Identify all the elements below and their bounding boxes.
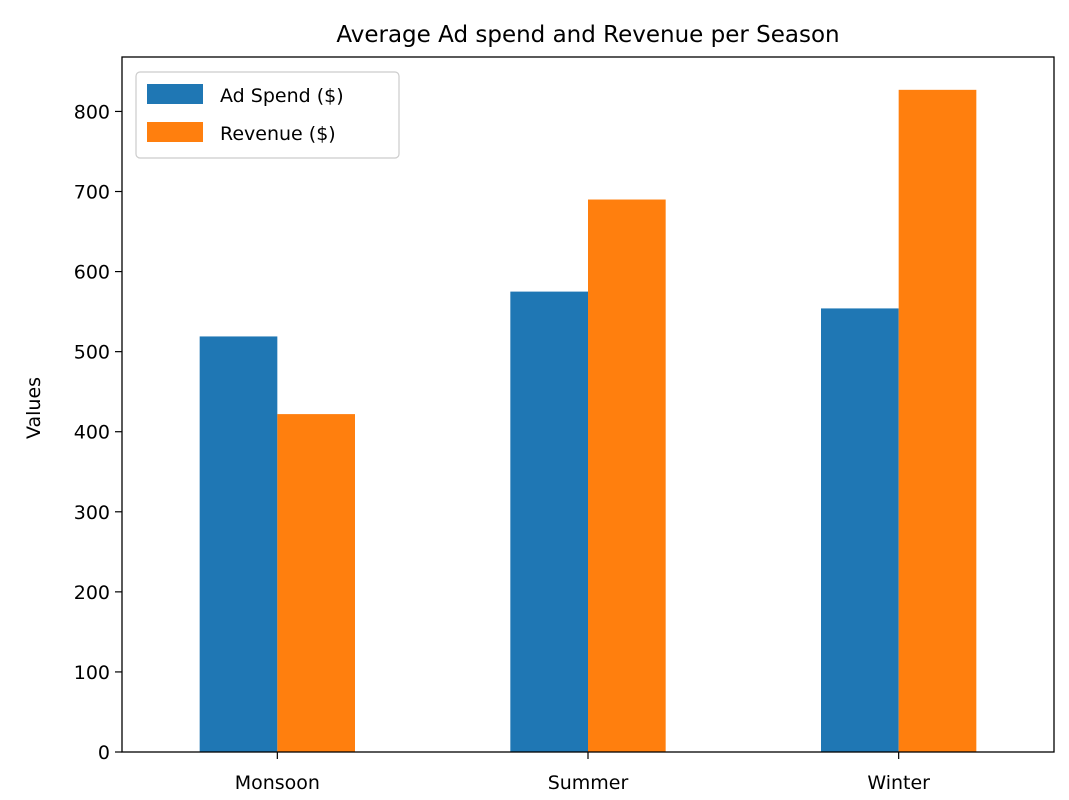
x-axis-ticks: Monsoon Summer Winter <box>235 752 930 794</box>
y-tick-label: 300 <box>74 502 110 524</box>
y-tick-label: 0 <box>98 742 110 764</box>
legend-swatch <box>147 84 203 104</box>
x-tick-label: Monsoon <box>235 772 320 794</box>
bar-winter-series-2 <box>898 89 977 752</box>
y-tick-label: 600 <box>74 262 110 284</box>
bars-layer <box>199 89 977 752</box>
bar-summer-series-1 <box>510 291 588 752</box>
y-tick-label: 200 <box>74 582 110 604</box>
bar-summer-series-2 <box>588 199 666 752</box>
plot-frame <box>121 56 1055 753</box>
chart-title: Average Ad spend and Revenue per Season <box>336 22 839 48</box>
y-tick-label: 400 <box>74 422 110 444</box>
legend-swatch <box>147 122 203 142</box>
legend-label: Ad Spend ($) <box>220 85 344 107</box>
legend: Ad Spend ($) Revenue ($) <box>135 71 400 159</box>
y-tick-label: 700 <box>74 182 110 204</box>
x-tick-label: Summer <box>548 772 629 794</box>
y-tick-label: 500 <box>74 342 110 364</box>
bar-monsoon-series-1 <box>199 336 278 752</box>
y-tick-label: 100 <box>74 662 110 684</box>
legend-label: Revenue ($) <box>220 123 336 145</box>
bar-winter-series-1 <box>821 308 899 752</box>
y-axis-ticks: 0 100 200 300 400 500 600 700 800 <box>74 101 122 764</box>
x-tick-label: Winter <box>867 772 930 794</box>
y-axis-label: Values <box>23 377 45 439</box>
bar-monsoon-series-2 <box>277 414 355 752</box>
y-tick-label: 800 <box>74 101 110 123</box>
